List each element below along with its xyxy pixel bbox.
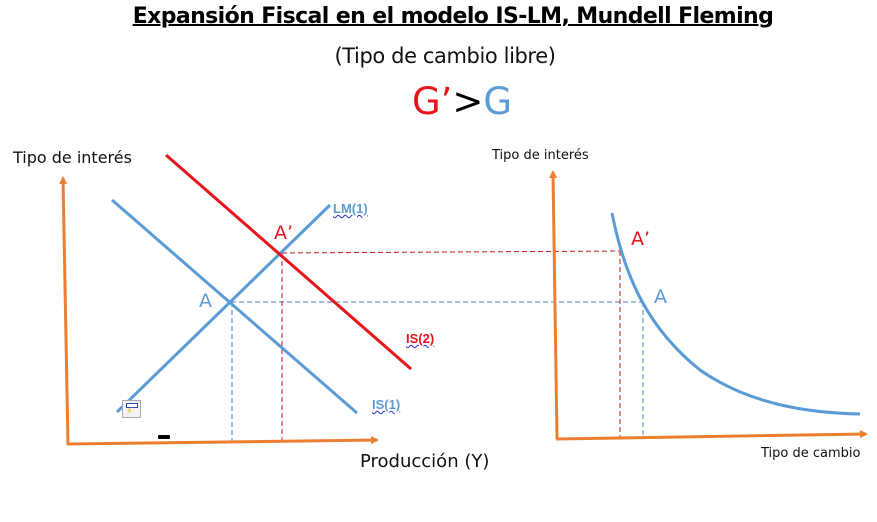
page-title: Expansión Fiscal en el modelo IS-LM, Mun… — [132, 4, 774, 29]
left-guides — [231, 250, 643, 444]
lm1-curve — [115, 203, 332, 414]
guide-aprime-horizontal — [281, 250, 621, 254]
right-point-a-label: A — [654, 286, 667, 308]
lm1-label: LM(1) — [333, 201, 368, 216]
lightning-icon: ⚡ — [126, 406, 134, 417]
right-y-axis-label: Tipo de interés — [492, 148, 589, 163]
is2-label: IS(2) — [406, 331, 435, 346]
is1-curve — [111, 198, 358, 415]
left-point-aprime-label: A’ — [274, 222, 294, 244]
left-point-a-label: A — [199, 290, 212, 312]
left-x-axis — [66, 436, 379, 446]
g-prime-label: G’ — [411, 80, 453, 123]
is1-label: IS(1) — [372, 397, 401, 412]
interest-exchange-curve — [610, 212, 861, 416]
right-y-axis — [549, 170, 559, 440]
right-point-aprime-label: A’ — [631, 228, 651, 250]
right-x-axis-label: Tipo de cambio — [761, 446, 861, 461]
greater-than-operator: > — [452, 80, 484, 123]
right-x-axis — [555, 430, 868, 441]
is2-curve — [165, 153, 412, 371]
embedded-object-icon[interactable]: ⚡ — [122, 400, 141, 418]
g-label: G — [483, 80, 513, 123]
minus-mark — [158, 435, 170, 439]
left-x-axis-label: Producción (Y) — [360, 451, 490, 472]
left-y-axis-label: Tipo de interés — [13, 148, 132, 167]
left-y-axis — [59, 176, 70, 446]
spending-inequality: G’>G — [0, 80, 877, 123]
page-subtitle: (Tipo de cambio libre) — [334, 44, 556, 68]
embedded-object-bar-icon — [126, 403, 138, 408]
